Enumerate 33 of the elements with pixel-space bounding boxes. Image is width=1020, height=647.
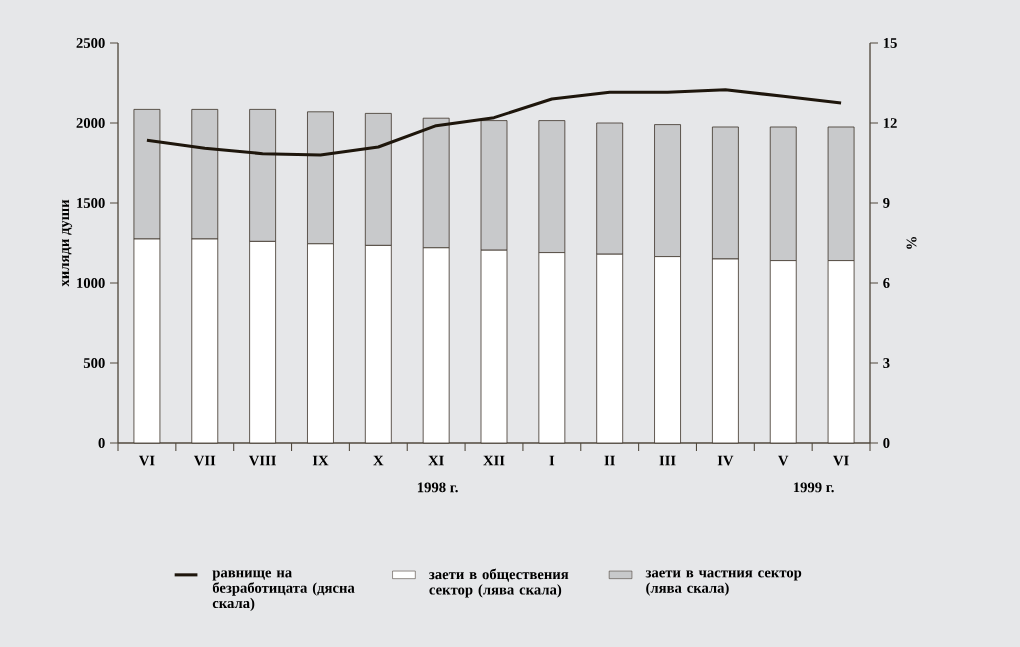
line-series — [145, 88, 843, 157]
x-tick-label: III — [659, 455, 676, 466]
x-tick-label: IV — [717, 455, 734, 466]
y2-tick-label: 15 — [883, 38, 897, 48]
y-tick-label: 2500 — [76, 38, 105, 48]
y-tick-label: 1000 — [77, 278, 105, 288]
x-tick-label: XII — [483, 455, 505, 466]
y-axis-title: хиляди души — [62, 199, 73, 287]
x-tick-label: VII — [193, 455, 216, 466]
y-tick-label: 500 — [83, 358, 105, 368]
x-tick-label: X — [373, 455, 384, 466]
y-tick-label: 0 — [98, 438, 105, 448]
legend-label: равнище на безработицата (дясна скала) — [212, 570, 355, 612]
y2-axis-title: % — [906, 237, 917, 249]
y-tick-label: 2000 — [76, 118, 105, 128]
text: 1998 г. — [417, 482, 458, 493]
y2-tick-label: 6 — [883, 278, 890, 288]
x-tick-label: VIII — [248, 455, 276, 466]
x-tick-label: VI — [833, 455, 849, 466]
y2-tick-label: 3 — [883, 358, 890, 368]
x-tick-label: IX — [312, 455, 329, 466]
text: 1999 г. — [793, 482, 834, 493]
y2-tick-label: 9 — [883, 198, 890, 208]
y2-tick-label: 0 — [883, 438, 890, 448]
y2-tick-label: 12 — [883, 118, 897, 128]
x-tick-label: VI — [138, 455, 155, 466]
x-tick-label: XI — [428, 455, 444, 466]
y-tick-label: 1500 — [77, 198, 105, 208]
legend-label: заети в обществения сектор (лява скала) — [429, 568, 569, 598]
legend-label: заети в частния сектор (лява скала) — [645, 570, 802, 596]
x-tick-label: II — [604, 455, 615, 466]
x-tick-label: V — [778, 455, 789, 466]
x-tick-label: I — [549, 455, 555, 466]
